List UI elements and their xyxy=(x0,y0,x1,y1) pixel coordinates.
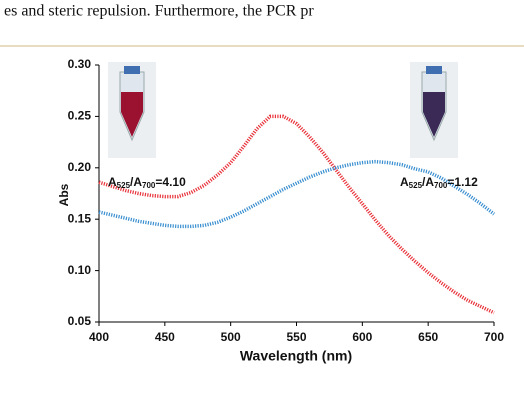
x-tick-label: 550 xyxy=(286,330,306,344)
annotation-part: A xyxy=(400,175,409,189)
annotation-part: =1.12 xyxy=(447,175,478,189)
annotation-part: =4.10 xyxy=(155,175,186,189)
y-tick-label: 0.05 xyxy=(68,314,92,328)
x-tick-label: 700 xyxy=(484,330,504,344)
x-tick-label: 400 xyxy=(89,330,109,344)
tube-left xyxy=(108,62,156,158)
x-axis-label: Wavelength (nm) xyxy=(240,348,352,364)
y-tick-label: 0.10 xyxy=(68,263,92,277)
series-line xyxy=(98,114,495,315)
x-tick-label: 600 xyxy=(352,330,372,344)
x-tick-label: 650 xyxy=(418,330,438,344)
annotation-part: 525 xyxy=(409,181,423,190)
y-tick-label: 0.30 xyxy=(68,57,92,71)
x-tick-label: 450 xyxy=(155,330,175,344)
annotation: A525/A700=1.12 xyxy=(400,175,478,190)
annotation-part: /A xyxy=(422,175,434,189)
header-text: es and steric repulsion. Furthermore, th… xyxy=(4,3,314,20)
annotation-part: 525 xyxy=(117,181,131,190)
annotation-part: 700 xyxy=(142,181,156,190)
tube-right xyxy=(410,62,458,158)
x-tick-label: 500 xyxy=(221,330,241,344)
annotation-part: A xyxy=(108,175,117,189)
y-tick-label: 0.25 xyxy=(68,109,92,123)
y-tick-label: 0.15 xyxy=(68,211,92,225)
annotation-part: /A xyxy=(130,175,142,189)
y-tick-label: 0.20 xyxy=(68,160,92,174)
series-line xyxy=(98,159,496,229)
annotation-part: 700 xyxy=(434,181,448,190)
y-axis-label: Abs xyxy=(57,183,71,206)
annotation: A525/A700=4.10 xyxy=(108,175,186,190)
